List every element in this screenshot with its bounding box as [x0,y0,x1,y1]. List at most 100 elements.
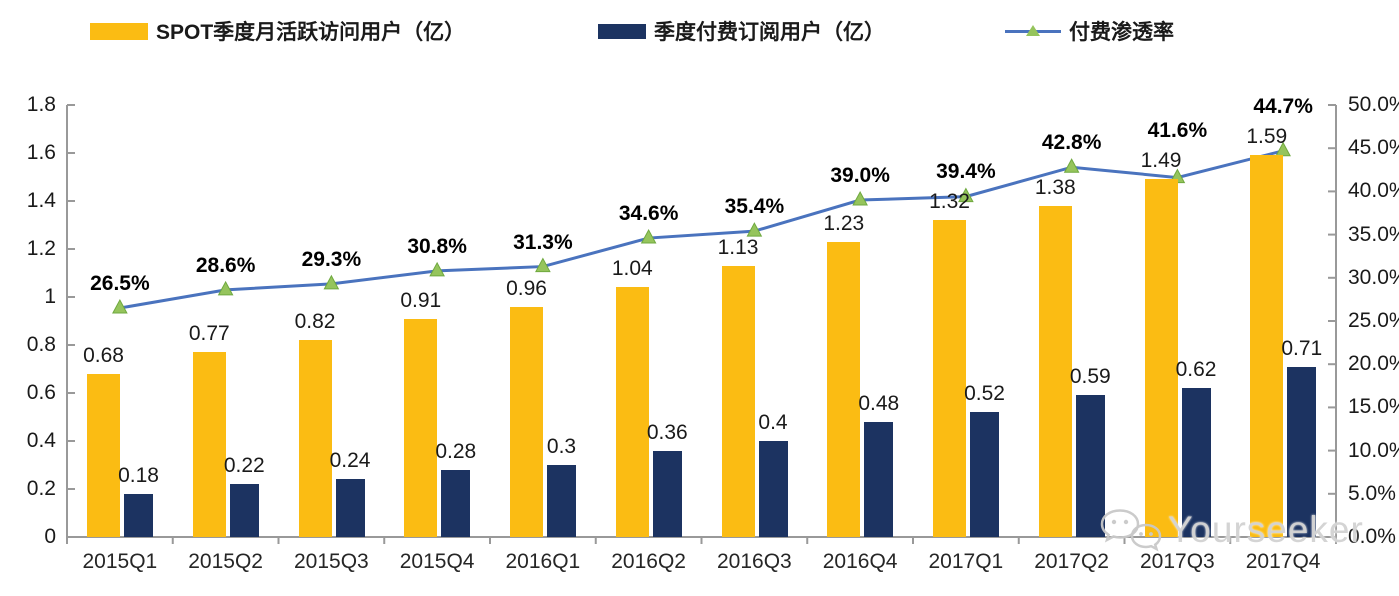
x-axis-category-label: 2017Q2 [1034,550,1109,573]
left-axis-tick-label: 1.4 [26,189,56,212]
x-axis-category-label: 2015Q1 [82,550,158,573]
penetration-rate-label: 26.5% [90,272,150,296]
mau-bar [87,373,120,537]
mau-value-label: 1.49 [1140,149,1182,173]
paid-value-label: 0.4 [758,411,788,434]
x-axis-category-label: 2016Q2 [611,550,686,573]
mau-value-label: 1.23 [823,211,865,235]
penetration-rate-label: 41.6% [1147,119,1208,143]
mau-value-label: 1.38 [1034,175,1076,199]
paid-bar [124,493,153,537]
right-axis-tick-label: 15.0% [1348,395,1399,419]
penetration-rate-label: 28.6% [195,253,256,277]
x-axis-category-label: 2015Q4 [399,550,475,573]
paid-value-label: 0.28 [435,439,477,463]
line-marker-legend-swatch [1005,23,1061,39]
mau-bar [510,306,543,537]
right-axis-tick-label: 35.0% [1348,222,1399,246]
mau-bar [1144,179,1178,537]
right-axis-tick-label: 20.0% [1348,352,1399,376]
x-axis-category-label: 2015Q2 [188,550,263,573]
legend-item-paid: 季度付费订阅用户（亿） [598,14,885,48]
paid-value-label: 0.36 [646,420,688,444]
mau-value-label: 1.32 [929,190,970,214]
legend-item-penetration: 付费渗透率 [1005,14,1174,48]
left-axis-tick-label: 1.2 [26,237,56,260]
paid-bar [652,450,682,537]
mau-bar [404,318,438,537]
paid-value-label: 0.52 [964,382,1005,406]
paid-value-label: 0.18 [118,463,159,487]
paid-value-label: 0.24 [329,449,371,473]
right-axis-tick-label: 50.0% [1348,93,1399,116]
paid-bar [864,421,894,537]
paid-value-label: 0.59 [1069,365,1111,389]
right-axis-tick-label: 45.0% [1348,136,1399,160]
mau-bar [615,287,649,537]
right-axis-tick-label: 10.0% [1348,438,1399,462]
right-axis-tick-label: 40.0% [1348,179,1399,203]
penetration-rate-label: 44.7% [1253,95,1313,119]
left-axis-tick-label: 0.6 [26,381,56,404]
penetration-rate-label: 35.4% [724,195,785,219]
right-axis-tick-label: 25.0% [1348,309,1399,332]
paid-bar [335,479,365,537]
penetration-rate-label: 39.0% [830,164,890,188]
paid-value-label: 0.3 [546,435,577,458]
x-axis-category-label: 2016Q3 [717,550,792,573]
legend-label-mau: SPOT季度月活跃访问用户（亿） [156,21,466,44]
mau-bar [192,352,226,537]
legend-label-penetration: 付费渗透率 [1069,21,1174,44]
mau-value-label: 1.59 [1246,125,1288,149]
penetration-rate-label: 30.8% [407,234,467,258]
x-axis-category-label: 2015Q3 [294,550,369,573]
mau-bar [933,220,966,537]
mau-value-label: 0.96 [506,276,547,300]
mau-bar [1038,205,1072,537]
triangle-marker-icon [1026,25,1040,36]
paid-legend-swatch [598,23,646,39]
legend-item-mau: SPOT季度月活跃访问用户（亿） [90,14,465,48]
paid-bar [1181,388,1211,537]
left-axis-tick-label: 1.6 [26,141,56,164]
penetration-rate-label: 39.4% [936,160,996,184]
mau-bar [298,340,332,537]
mau-value-label: 0.77 [188,322,230,346]
legend-label-paid: 季度付费订阅用户（亿） [654,21,885,44]
mau-bar [721,265,755,537]
left-axis-tick-label: 1 [44,285,56,308]
right-axis-tick-label: 5.0% [1348,481,1396,505]
paid-value-label: 0.62 [1175,358,1217,382]
x-axis-category-label: 2016Q4 [822,550,898,573]
mau-value-label: 1.04 [611,257,653,281]
mau-value-label: 0.68 [83,343,124,367]
left-axis-tick-label: 0 [44,525,56,548]
mau-value-label: 0.82 [294,310,336,334]
mau-bar [827,241,861,537]
paid-bar [758,441,788,537]
right-axis-tick-label: 30.0% [1348,265,1399,289]
x-axis-category-label: 2016Q1 [505,550,581,573]
paid-bar [1075,395,1105,537]
paid-bar [1287,366,1317,537]
mau-value-label: 1.13 [717,235,759,259]
paid-bar [229,484,259,537]
x-axis-category-label: 2017Q4 [1245,550,1321,573]
penetration-rate-label: 34.6% [618,202,679,226]
right-axis-tick-label: 0.0% [1348,525,1396,548]
penetration-rate-label: 42.8% [1041,131,1102,155]
mau-value-label: 0.91 [400,288,442,312]
left-axis-tick-label: 1.8 [26,93,56,116]
x-axis-category-label: 2017Q3 [1140,550,1215,573]
paid-value-label: 0.71 [1281,336,1323,360]
left-axis-tick-label: 0.8 [26,333,56,356]
penetration-rate-label: 31.3% [513,230,573,254]
paid-bar [970,412,999,537]
mau-bar [1250,155,1284,537]
paid-value-label: 0.48 [858,391,900,415]
paid-bar [441,469,471,537]
x-axis-category-label: 2017Q1 [928,550,1004,573]
left-axis-tick-label: 0.4 [26,429,56,452]
paid-bar [547,465,576,537]
